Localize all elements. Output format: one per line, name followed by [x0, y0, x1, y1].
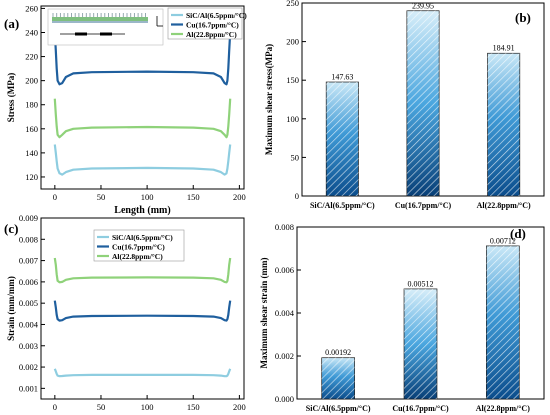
data-label-3: 184.91: [493, 44, 515, 53]
y-tick-label: 0: [295, 191, 299, 201]
panel-label: (d): [510, 226, 526, 241]
x-axis-label: Length (mm): [114, 205, 170, 216]
y-tick-label: 0.006: [19, 277, 38, 287]
plot-frame: [40, 5, 245, 190]
x-category-label-2: Cu(16.7ppm/°C): [392, 404, 449, 413]
legend-label-3: Al(22.8ppm/°C): [186, 30, 237, 39]
model-schematic-inset: [47, 8, 164, 46]
y-tick-label: 150: [286, 75, 299, 85]
y-tick-label: 220: [25, 52, 38, 62]
y-tick-label: 0.002: [19, 362, 38, 372]
y-tick-label: 250: [286, 0, 299, 8]
plot-frame: [40, 217, 245, 400]
y-tick-label: 160: [25, 124, 38, 134]
inset-scale-block-1: [75, 32, 87, 36]
y-tick-label: 0.006: [275, 265, 294, 275]
legend: SiC/Al(6.5ppm/°C)Cu(16.7ppm/°C)Al(22.8pp…: [93, 229, 185, 262]
x-tick-label: 0: [53, 192, 57, 202]
y-tick-label: 0.007: [19, 256, 38, 266]
x-tick-label: 150: [187, 192, 200, 202]
inset-top-layer: [52, 17, 148, 21]
inset-scale-block-2: [100, 32, 112, 36]
y-tick-label: 0.002: [275, 351, 294, 361]
y-tick-label: 200: [286, 37, 299, 47]
x-category-label-3: Al(22.8ppm/°C): [476, 404, 530, 413]
data-label-2: 239.95: [412, 1, 434, 10]
y-tick-label: 260: [25, 3, 38, 13]
x-tick-label: 50: [97, 402, 106, 412]
y-tick-label: 200: [25, 76, 38, 86]
y-tick-label: 0.008: [275, 222, 294, 232]
y-tick-label: 120: [25, 172, 38, 182]
bar-hatch-3: [487, 53, 520, 196]
x-tick-label: 100: [141, 402, 154, 412]
y-axis-label: Strain (mm/mm): [6, 276, 16, 341]
bar-hatch-1: [321, 357, 355, 399]
y-tick-label: 0.003: [19, 341, 38, 351]
panel-3: (d) 0.000 0.002 0.004 0.006 0.008 Maximum shea…: [259, 222, 545, 413]
y-tick-label: 0.004: [19, 319, 39, 329]
y-tick-label: 0.001: [19, 383, 38, 393]
legend-label-1: SiC/Al(6.5ppm/°C): [112, 233, 173, 242]
x-tick-label: 150: [187, 402, 200, 412]
bar-hatch-3: [486, 245, 520, 399]
y-tick-label: 140: [25, 148, 38, 158]
legend-label-2: Cu(16.7ppm/°C): [186, 20, 239, 29]
inset-frame: [47, 8, 164, 46]
legend-label-1: SiC/Al(6.5ppm/°C): [186, 11, 247, 20]
panel-1: (b) 0 50 100 150 200 250 Maximum shear stress(M…: [264, 0, 545, 210]
data-label-1: 0.00192: [325, 348, 351, 357]
data-label-1: 147.63: [331, 73, 353, 82]
x-category-label-1: SiC/Al(6.5ppm/°C): [306, 404, 371, 413]
y-tick-label: 0.005: [19, 298, 38, 308]
legend: SiC/Al(6.5ppm/°C)Cu(16.7ppm/°C)Al(22.8pp…: [167, 7, 247, 40]
y-tick-label: 0.004: [275, 308, 295, 318]
inset-bottom-layer: [52, 21, 148, 23]
panel-label: (a): [4, 16, 19, 31]
series-line-1: [53, 144, 232, 176]
x-tick-label: 50: [97, 192, 106, 202]
x-tick-label: 200: [233, 192, 246, 202]
series-line-1: [53, 368, 232, 378]
y-tick-label: 0.009: [19, 213, 38, 223]
series-line-3: [53, 257, 232, 284]
panel-0: (a) 120 140 160 180 200 220 240 260 Stress (MPa) 0…: [4, 3, 247, 216]
series-line-2: [53, 300, 232, 322]
bar-hatch-1: [326, 82, 359, 196]
y-axis-label: Stress (MPa): [6, 73, 16, 123]
y-axis-label: Maximum shear stress(MPa): [264, 44, 274, 155]
y-axis-label: Maximum shear strain (mm): [259, 257, 269, 368]
panel-2: (c) 0.001 0.002 0.003 0.004 0.005 0.006 0.007 0.…: [4, 213, 246, 412]
y-tick-label: 100: [286, 114, 299, 124]
x-tick-label: 200: [233, 402, 246, 412]
x-category-label-3: Al(22.8ppm/°C): [477, 201, 531, 210]
legend-label-2: Cu(16.7ppm/°C): [112, 242, 165, 251]
y-tick-label: 0.008: [19, 234, 38, 244]
legend-label-3: Al(22.8ppm/°C): [112, 252, 163, 261]
y-tick-label: 180: [25, 100, 38, 110]
data-label-2: 0.00512: [408, 279, 434, 288]
bar-hatch-2: [404, 288, 437, 399]
y-tick-label: 240: [25, 27, 38, 37]
x-tick-label: 100: [141, 192, 154, 202]
y-tick-label: 50: [291, 152, 300, 162]
y-tick-label: 0.000: [275, 394, 294, 404]
series-line-2: [53, 32, 232, 86]
x-category-label-1: SiC/Al(6.5ppm/°C): [310, 201, 375, 210]
x-tick-label: 0: [53, 402, 57, 412]
panel-label: (b): [515, 10, 531, 25]
bar-hatch-2: [406, 10, 440, 196]
panel-label: (c): [4, 221, 18, 236]
x-category-label-2: Cu(16.7ppm/°C): [395, 201, 452, 210]
data-label-3: 0.00712: [490, 236, 516, 245]
series-line-3: [53, 98, 232, 139]
